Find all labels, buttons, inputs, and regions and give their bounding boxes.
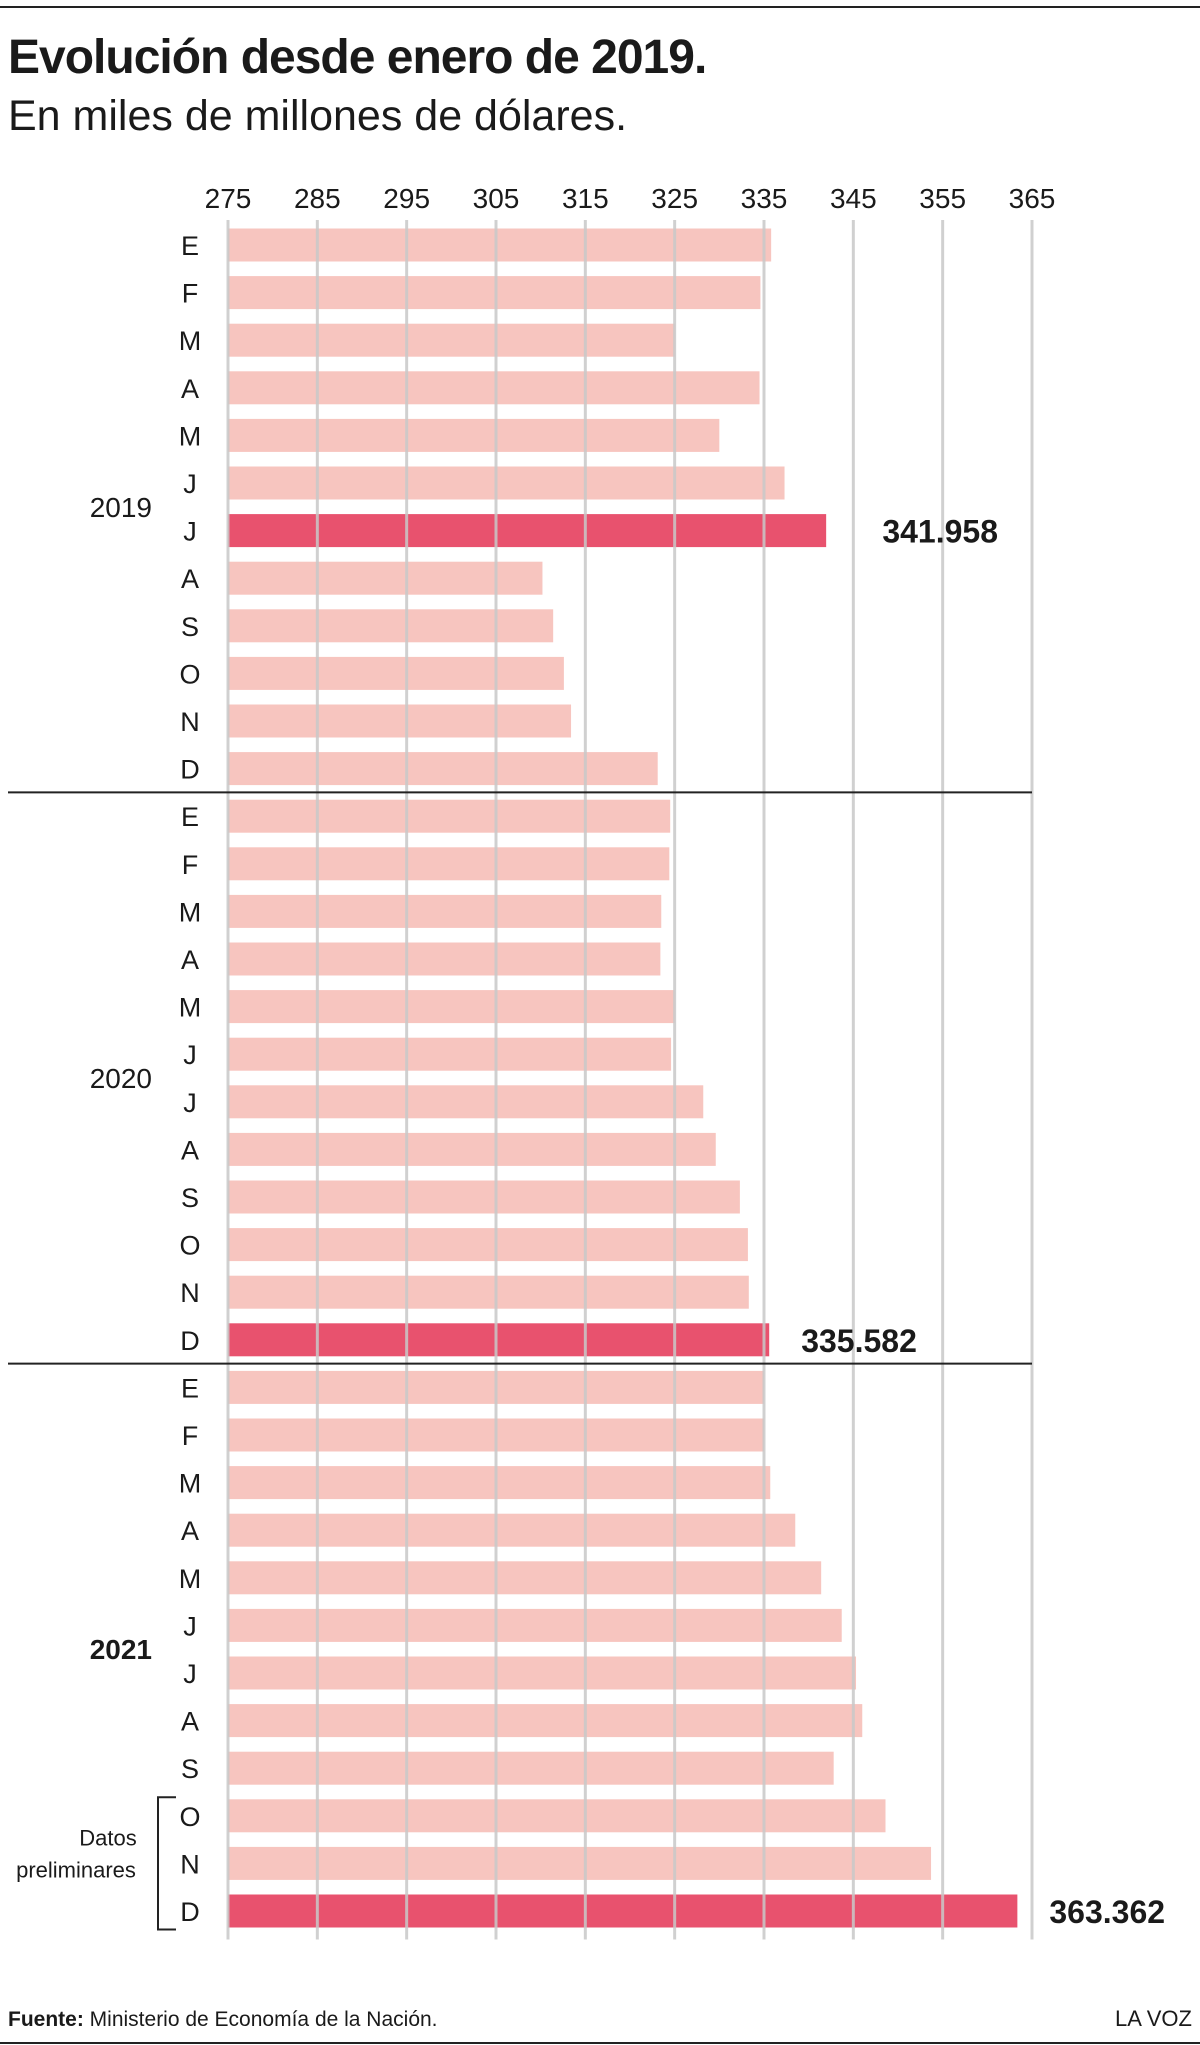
- chart-title: Evolución desde enero de 2019.: [8, 31, 707, 84]
- bar: [228, 323, 675, 357]
- month-label: S: [181, 1754, 199, 1784]
- year-label: 2019: [90, 492, 152, 523]
- month-label: M: [179, 1469, 202, 1499]
- month-label: J: [183, 1611, 197, 1641]
- month-label: E: [181, 231, 199, 261]
- month-label: E: [181, 1373, 199, 1403]
- value-label: 335.582: [801, 1323, 917, 1359]
- month-label: J: [183, 1659, 197, 1689]
- month-label: A: [181, 1707, 199, 1737]
- month-label: M: [179, 421, 202, 451]
- month-label: A: [181, 1135, 199, 1165]
- source-label: Fuente:: [8, 2008, 84, 2031]
- bar: [228, 561, 543, 595]
- bar: [228, 704, 572, 738]
- bar: [228, 894, 662, 928]
- bottom-rule: [0, 2042, 1200, 2044]
- month-label: A: [181, 945, 199, 975]
- x-tick-label: 355: [919, 183, 966, 214]
- x-tick-label: 315: [562, 183, 609, 214]
- bar: [228, 276, 761, 310]
- year-label: 2020: [90, 1063, 152, 1094]
- x-tick-label: 305: [473, 183, 520, 214]
- month-label: F: [182, 1421, 199, 1451]
- preliminary-label-line1: Datos: [79, 1825, 136, 1850]
- bar: [228, 1275, 749, 1309]
- x-tick-label: 325: [651, 183, 698, 214]
- month-label: A: [181, 1516, 199, 1546]
- bar: [228, 1513, 796, 1547]
- month-label: S: [181, 1183, 199, 1213]
- month-label: M: [179, 326, 202, 356]
- bar: [228, 1323, 770, 1357]
- month-label: O: [179, 659, 200, 689]
- top-rule: [0, 6, 1200, 8]
- year-label: 2021: [90, 1634, 152, 1665]
- bar: [228, 371, 760, 405]
- bar: [228, 1656, 857, 1690]
- bar: [228, 1751, 834, 1785]
- bar: [228, 942, 661, 976]
- x-tick-label: 335: [741, 183, 788, 214]
- month-label: N: [180, 1278, 200, 1308]
- source-text: Ministerio de Economía de la Nación.: [89, 2008, 438, 2031]
- month-label: M: [179, 897, 202, 927]
- bar: [228, 1704, 863, 1738]
- bar: [228, 514, 827, 548]
- bar: [228, 1180, 740, 1214]
- month-label: A: [181, 564, 199, 594]
- value-label: 363.362: [1049, 1894, 1165, 1930]
- preliminary-label-line2: preliminares: [16, 1857, 136, 1882]
- month-label: O: [179, 1802, 200, 1832]
- month-label: D: [180, 1897, 200, 1927]
- month-label: J: [183, 1088, 197, 1118]
- footer-brand: LA VOZ: [1114, 2006, 1192, 2031]
- bar: [228, 1132, 716, 1166]
- bar: [228, 466, 785, 500]
- x-tick-label: 345: [830, 183, 877, 214]
- footer-source: Fuente: Ministerio de Economía de la Nac…: [8, 2008, 438, 2032]
- month-label: F: [182, 279, 199, 309]
- month-label: E: [181, 802, 199, 832]
- bar: [228, 1466, 771, 1500]
- month-label: A: [181, 374, 199, 404]
- month-label: O: [179, 1231, 200, 1261]
- month-label: N: [180, 707, 200, 737]
- bar: [228, 1608, 842, 1642]
- x-tick-label: 365: [1009, 183, 1056, 214]
- month-label: J: [183, 517, 197, 547]
- month-label: S: [181, 612, 199, 642]
- month-label: D: [180, 755, 200, 785]
- bar: [228, 228, 772, 262]
- bar: [228, 1561, 822, 1595]
- bar: [228, 609, 554, 643]
- month-label: M: [179, 993, 202, 1023]
- bar-chart: 275 285 295 305 315 325 335 345 355 365EFMAMJJASO…: [8, 183, 1165, 1940]
- month-label: J: [183, 1040, 197, 1070]
- bar: [228, 799, 671, 833]
- bar: [228, 752, 658, 786]
- preliminary-bracket: [157, 1796, 176, 1931]
- bar: [228, 847, 670, 881]
- bar: [228, 990, 675, 1024]
- chart-subtitle: En miles de millones de dólares.: [8, 92, 628, 140]
- month-label: M: [179, 1564, 202, 1594]
- bar: [228, 1085, 704, 1119]
- bar: [228, 1894, 1018, 1928]
- month-label: D: [180, 1326, 200, 1356]
- bar: [228, 656, 564, 690]
- bar: [228, 1037, 672, 1071]
- x-tick-label: 275: [205, 183, 252, 214]
- month-label: F: [182, 850, 199, 880]
- x-tick-label: 295: [383, 183, 430, 214]
- bar: [228, 1799, 886, 1833]
- bar: [228, 1846, 932, 1880]
- bar: [228, 1228, 748, 1262]
- month-label: J: [183, 469, 197, 499]
- month-label: N: [180, 1849, 200, 1879]
- value-label: 341.958: [882, 514, 998, 550]
- x-tick-label: 285: [294, 183, 341, 214]
- bar: [228, 418, 720, 452]
